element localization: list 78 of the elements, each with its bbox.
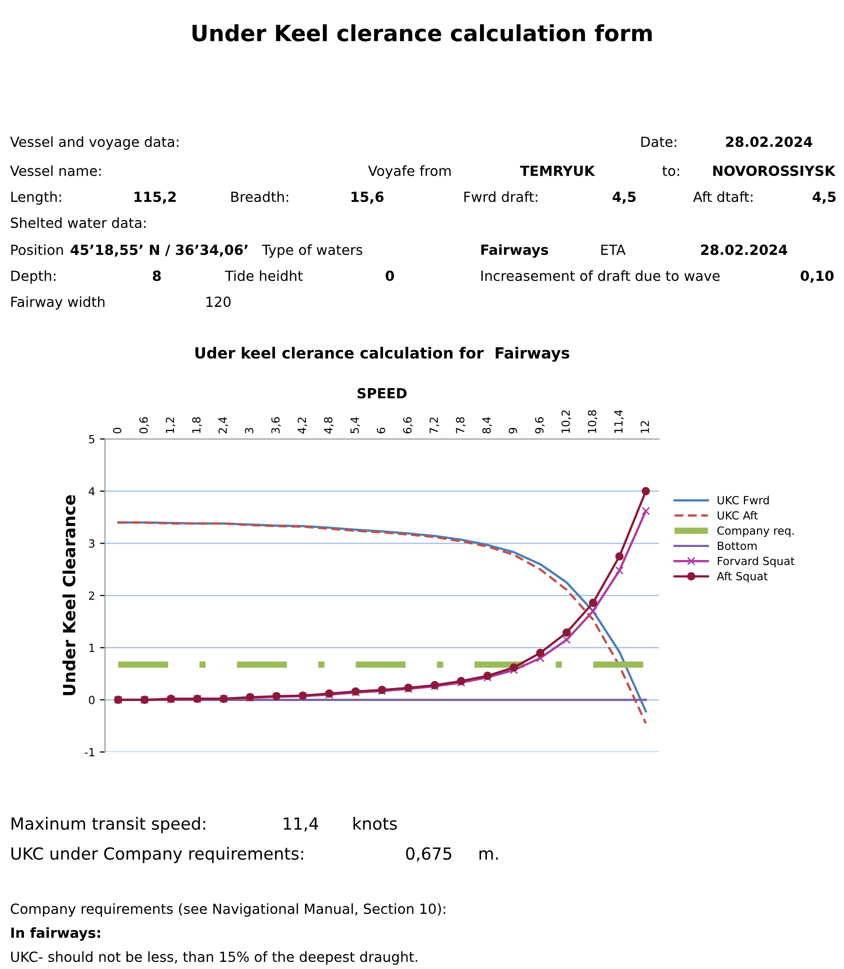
y-tick-label: 4: [88, 487, 95, 496]
text: NOVOROSSIYSK: [713, 166, 836, 176]
text: 45’18,55’ N / 36’34,06’: [70, 244, 248, 257]
x-tick-label: 6: [376, 428, 386, 434]
text: Vessel name:: [10, 165, 101, 176]
x-tick-label: 4,8: [324, 417, 334, 434]
legend-label: UKC Fwrd: [718, 496, 769, 504]
text: Shelted water data:: [10, 217, 146, 228]
text: Under Keel clerance calculation form: [192, 24, 652, 42]
text: Vessel and voyage data:: [10, 136, 178, 150]
y-tick-label: 5: [89, 435, 94, 444]
text: Breadth:: [231, 191, 288, 202]
text: Depth:: [11, 270, 56, 284]
x-tick-label: 3: [244, 428, 254, 434]
text: 11,4: [284, 817, 318, 832]
text: 15,6: [352, 192, 384, 204]
text: Maxinum transit speed:: [12, 816, 206, 834]
x-tick-label: 0,6: [139, 417, 149, 434]
text: Fairways: [481, 244, 548, 258]
text: 28.02.2024: [726, 136, 812, 148]
x-tick-label: 7,2: [430, 418, 440, 434]
legend-label: Forvard Squat: [718, 556, 795, 568]
legend-label: Bottom: [718, 542, 757, 550]
text: 4,5: [812, 192, 836, 204]
text: UKC under Company requirements:: [11, 846, 304, 864]
chart-title: Uder keel clerance calculation for Fairways: [195, 346, 570, 362]
legend-label: Company req.: [717, 526, 794, 537]
y-tick-label: -1: [84, 748, 94, 756]
text: 8: [152, 270, 161, 282]
text: In fairways:: [11, 927, 100, 941]
text: Aft dtaft:: [693, 191, 752, 202]
x-tick-label: 9,6: [535, 417, 545, 434]
text: 0,10: [800, 270, 834, 283]
text: 4,5: [612, 192, 636, 204]
x-tick-label: 2,4: [218, 417, 228, 434]
text: Tide heidht: [224, 270, 303, 282]
x-tick-label: 7,8: [456, 417, 466, 434]
text: UKC- should not be less, than 15% of the deepest draught.: [11, 951, 418, 965]
text: Company requirements (see Navigational Manual, Section 10):: [10, 903, 446, 917]
text: knots: [354, 816, 397, 830]
x-tick-label: 1,8: [192, 417, 202, 433]
text: 115,2: [134, 192, 176, 204]
text: 120: [206, 296, 231, 308]
x-tick-label: 11,4: [614, 410, 624, 433]
text: TEMRYUK: [520, 166, 596, 176]
x-tick-label: 10,2: [561, 410, 572, 433]
text: m.: [480, 850, 498, 860]
x-tick-label: 4,2: [298, 418, 308, 434]
text: Fwrd draft:: [464, 191, 538, 202]
text: 28.02.2024: [701, 244, 788, 256]
y-tick-label: 3: [89, 539, 94, 548]
y-tick-label: 1: [89, 644, 94, 652]
text: Type of waters: [262, 244, 362, 258]
legend-label: Aft Squat: [716, 572, 768, 583]
x-tick-label: 10,8: [588, 410, 598, 433]
y-axis-title: Under Keel Clearance: [62, 495, 76, 696]
text: 0: [386, 270, 394, 282]
x-tick-label: 6,6: [403, 417, 413, 434]
text: Fairway width: [11, 296, 104, 310]
text: Length:: [11, 191, 61, 205]
x-tick-label: 0: [113, 428, 122, 434]
text: to:: [662, 166, 679, 176]
y-tick-label: 2: [89, 591, 94, 600]
x-tick-label: 12: [640, 421, 649, 433]
text: Position: [11, 244, 63, 256]
x-axis-title: SPEED: [358, 388, 407, 398]
text: Date:: [641, 136, 676, 148]
x-tick-label: 3,6: [271, 417, 281, 434]
x-tick-label: 8,4: [482, 417, 492, 434]
x-tick-label: 1,2: [166, 418, 176, 433]
x-tick-label: 9: [508, 428, 518, 434]
x-tick-label: 5,4: [350, 417, 360, 434]
text: Increasement of draft due to wave: [481, 270, 720, 282]
text: Voyafe from: [368, 165, 451, 179]
text: 0,675: [406, 847, 452, 862]
y-tick-label: 0: [88, 696, 95, 704]
legend-label: UKC Aft: [718, 510, 758, 520]
text: ETA: [601, 244, 626, 255]
